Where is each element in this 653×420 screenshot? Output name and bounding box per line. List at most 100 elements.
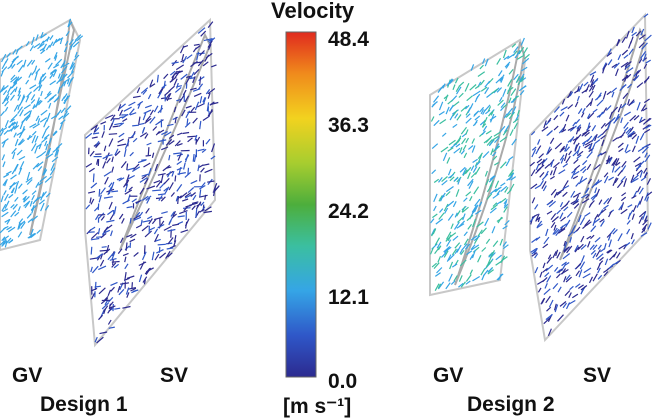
flow-arrow [595, 179, 600, 186]
flow-arrow [25, 79, 30, 85]
flow-arrow [40, 49, 46, 55]
flow-arrow [624, 242, 631, 248]
flow-arrow [42, 167, 47, 176]
flow-arrow [44, 140, 48, 147]
flow-arrow [460, 281, 466, 288]
flow-arrow [154, 233, 159, 243]
flow-arrow [640, 28, 645, 36]
flow-arrow [1, 126, 8, 132]
flow-arrow [586, 163, 592, 171]
flow-arrow [510, 98, 517, 104]
flow-arrow [61, 73, 65, 81]
flow-arrow [451, 248, 457, 256]
flow-arrow [182, 55, 188, 64]
flow-arrow [485, 130, 492, 135]
flow-arrow [480, 109, 485, 115]
flow-arrow [176, 132, 183, 136]
flow-arrow [180, 229, 189, 233]
flow-arrow [447, 99, 454, 105]
flow-arrow [520, 37, 525, 46]
flow-arrow [535, 236, 541, 241]
flow-arrow [202, 97, 207, 105]
flow-arrow [484, 58, 489, 67]
flow-arrow [446, 157, 451, 164]
flow-arrow [588, 276, 594, 284]
flow-arrow [640, 51, 647, 59]
flow-arrow [524, 53, 530, 60]
flow-arrow [487, 106, 492, 112]
flow-arrow [11, 80, 17, 89]
flow-arrow [98, 194, 102, 203]
flow-arrow [636, 186, 642, 193]
flow-arrow [437, 281, 445, 290]
colorbar [285, 31, 317, 378]
flow-arrow [643, 77, 650, 83]
flow-arrow [90, 287, 98, 292]
flow-arrow [117, 138, 124, 143]
flow-arrow [30, 233, 37, 239]
flow-arrow [546, 275, 552, 283]
flow-arrow [506, 107, 513, 116]
flow-arrow [191, 201, 199, 204]
flow-arrow [144, 230, 153, 238]
flow-arrow [161, 146, 169, 151]
flow-arrow [514, 50, 521, 59]
flow-arrow [602, 63, 608, 71]
flow-arrow [141, 175, 147, 180]
flow-arrow [103, 196, 113, 199]
flow-arrow [101, 302, 109, 310]
flow-arrow [479, 64, 484, 70]
flow-arrow [645, 117, 652, 123]
colorbar-unit: [m s⁻¹] [283, 395, 352, 418]
flow-arrow [4, 218, 10, 223]
flow-arrow [174, 234, 177, 243]
flow-arrow [164, 90, 171, 96]
flow-arrow [598, 199, 603, 205]
flow-arrow [584, 219, 591, 227]
flow-arrow [437, 245, 442, 251]
flow-arrow [496, 273, 504, 281]
flow-arrow [176, 98, 182, 102]
flow-arrow [590, 143, 596, 152]
flow-arrow [28, 110, 32, 117]
flow-arrow [10, 210, 17, 218]
flow-arrow [0, 195, 4, 203]
flow-arrow [536, 220, 543, 228]
flow-arrow [438, 101, 444, 111]
flow-arrow [613, 62, 620, 69]
flow-arrow [208, 37, 216, 44]
flow-arrow [1, 236, 6, 242]
flow-arrow [443, 94, 449, 100]
flow-arrow [547, 328, 552, 337]
flow-arrow [559, 202, 564, 208]
flow-arrow [563, 206, 569, 212]
flow-arrow [565, 219, 571, 228]
flow-arrow [465, 137, 470, 144]
flow-arrow [155, 180, 162, 188]
flow-arrow [599, 256, 604, 262]
flow-arrow [595, 249, 601, 258]
flow-arrow [596, 99, 604, 107]
flow-arrow [119, 109, 124, 117]
flow-arrow [85, 162, 93, 168]
flow-arrow [175, 195, 179, 202]
flow-arrow [582, 168, 587, 174]
flow-arrow [127, 167, 135, 171]
flow-arrow [631, 26, 635, 34]
flow-arrow [50, 115, 57, 120]
flow-arrow [499, 136, 508, 143]
flow-arrow [591, 124, 597, 132]
flow-arrow [68, 78, 73, 87]
flow-arrow [602, 90, 607, 100]
flow-arrow [594, 139, 601, 145]
flow-arrow [103, 171, 112, 177]
flow-arrow [434, 272, 441, 277]
flow-arrow [572, 175, 579, 180]
flow-arrow [477, 71, 486, 77]
flow-arrow [455, 86, 460, 92]
flow-arrow [597, 267, 601, 274]
flow-arrow [26, 213, 32, 219]
flow-arrow [625, 30, 630, 39]
flow-arrow [21, 115, 29, 123]
flow-arrow [167, 123, 174, 127]
